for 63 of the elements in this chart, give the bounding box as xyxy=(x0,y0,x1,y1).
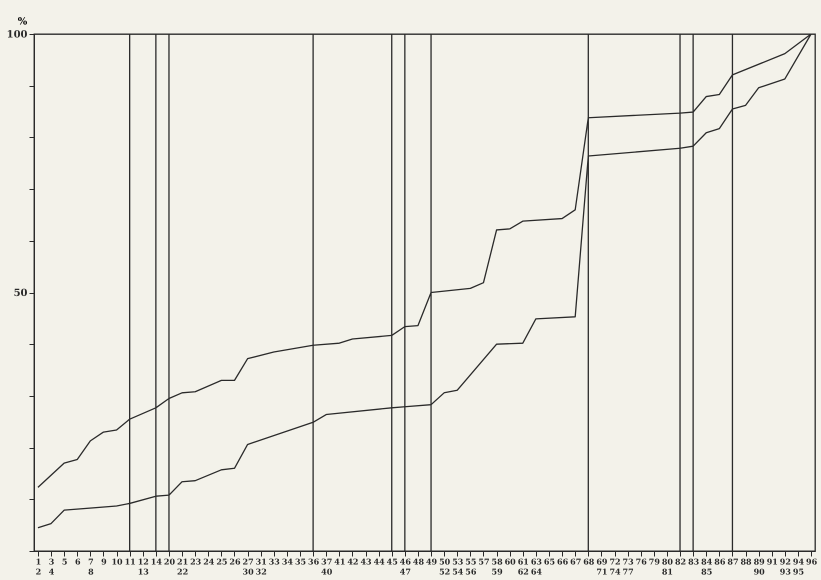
y-tick-label: 100 xyxy=(6,30,28,40)
x-tick-label: 60 xyxy=(504,556,516,566)
x-tick-label: 44 xyxy=(374,556,386,566)
x-tick-label: 92 93 xyxy=(780,556,792,576)
x-tick-label: 72 74 xyxy=(609,556,622,576)
x-tick-label: 46 47 xyxy=(400,556,412,576)
x-tick-label: 76 xyxy=(636,556,648,566)
x-tick-label: 3 4 xyxy=(48,556,55,576)
x-tick-label: 58 59 xyxy=(492,556,504,576)
x-tick-label: 42 xyxy=(347,556,358,566)
x-tick-label: 23 xyxy=(190,556,202,566)
x-tick-label: 91 xyxy=(766,556,778,566)
x-tick-label: 79 xyxy=(648,556,660,566)
x-tick-label: 96 xyxy=(806,556,818,566)
x-tick-label: 88 xyxy=(740,556,752,566)
x-tick-label: 86 xyxy=(714,556,726,566)
x-tick-label: 9 xyxy=(101,556,108,566)
x-tick-label: 20 xyxy=(164,556,176,566)
x-tick-label: 48 xyxy=(412,556,424,566)
x-tick-label: 45 xyxy=(386,556,398,566)
x-tick-label: 84 85 xyxy=(701,556,713,576)
x-tick-label: 66 xyxy=(557,556,569,566)
x-tick-label: 37 40 xyxy=(321,556,333,576)
x-tick-label: 49 xyxy=(426,556,438,566)
x-tick-label: 10 xyxy=(111,556,124,566)
x-tick-label: 83 xyxy=(688,556,700,566)
x-tick-label: 67 xyxy=(570,556,582,566)
x-tick-label: 57 xyxy=(478,556,490,566)
x-tick-label: 89 90 xyxy=(754,556,766,576)
x-tick-label: 21 22 xyxy=(177,556,188,576)
x-tick-label: 26 xyxy=(229,556,241,566)
x-tick-label: 61 62 xyxy=(518,556,529,576)
x-tick-label: 43 xyxy=(360,556,372,566)
x-tick-label: 69 71 xyxy=(596,556,608,576)
x-tick-label: 5 xyxy=(62,556,68,566)
x-tick-label: 36 xyxy=(308,556,320,566)
x-tick-label: 33 xyxy=(268,556,280,566)
x-tick-label: 41 xyxy=(334,556,346,566)
x-tick-label: 63 64 xyxy=(530,556,542,576)
x-tick-label: 80 81 xyxy=(662,556,674,576)
x-tick-label: 1 2 xyxy=(36,556,42,576)
x-tick-label: 94 95 xyxy=(792,556,804,576)
x-tick-label: 87 xyxy=(727,556,739,566)
x-tick-label: 65 xyxy=(544,556,556,566)
x-tick-label: 55 56 xyxy=(465,556,477,576)
x-tick-label: 73 77 xyxy=(622,556,634,576)
x-tick-label: 12 13 xyxy=(138,556,150,576)
x-tick-label: 82 xyxy=(674,556,686,566)
x-tick-label: 6 xyxy=(74,556,81,566)
x-tick-label: 14 xyxy=(150,556,162,566)
x-tick-label: 35 xyxy=(294,556,306,566)
y-tick-label: 50 xyxy=(14,288,28,299)
x-tick-label: 50 52 xyxy=(439,556,451,576)
x-tick-label: 7 8 xyxy=(88,556,94,576)
x-tick-label: 27 30 xyxy=(242,556,254,576)
x-tick-label: 24 xyxy=(203,556,215,566)
x-tick-label: 34 xyxy=(282,556,294,566)
x-tick-label: 11 xyxy=(124,556,136,566)
x-tick-label: 31 32 xyxy=(256,556,267,576)
y-axis-title: % xyxy=(18,16,28,28)
x-tick-label: 68 xyxy=(583,556,595,566)
x-tick-label: 25 xyxy=(216,556,228,566)
x-tick-label: 53 54 xyxy=(452,556,464,576)
